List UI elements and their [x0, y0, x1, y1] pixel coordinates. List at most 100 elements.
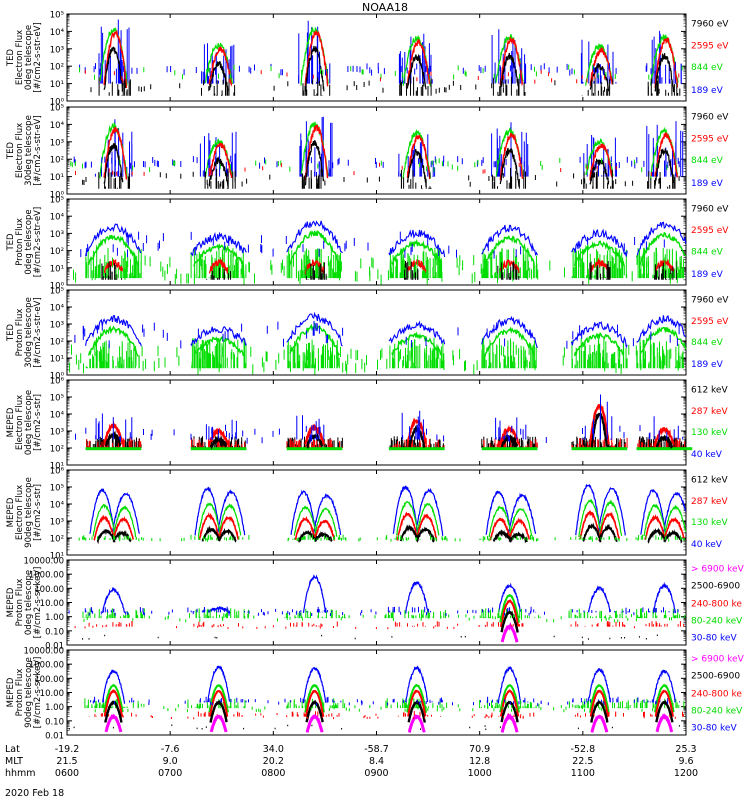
ytick-label: 10³: [50, 321, 64, 331]
series-287kev: [637, 438, 686, 448]
legend-entry: 40 keV: [691, 450, 723, 460]
series-130kev: [598, 499, 623, 537]
xaxis-tick-hhmm: 1100: [571, 768, 595, 779]
series-2595ev: [499, 36, 524, 87]
ytick-label: 10³: [50, 138, 64, 148]
legend-entry: > 6900 keV: [691, 655, 745, 665]
noise-marks: [84, 69, 680, 84]
series-130kev: [293, 505, 318, 537]
xaxis-tick-mlt: 9.6: [678, 756, 693, 767]
series-287kev-trace: [654, 426, 675, 446]
xaxis-tick-lat: -52.8: [571, 744, 596, 755]
xaxis-tick-mlt: 12.8: [469, 756, 490, 767]
legend-entry: 844 eV: [691, 248, 724, 258]
series-80-240kev-trace: [406, 683, 427, 713]
series-2595ev: [103, 126, 128, 180]
ytick-label: 10⁵: [50, 196, 64, 206]
ytick-label: 10²: [50, 156, 64, 166]
y-axis-label-line: TED: [6, 48, 16, 67]
ytick-label: 10⁶: [50, 377, 65, 387]
series-30-80kev: [206, 665, 231, 703]
legend-entry: 130 keV: [691, 518, 728, 528]
series-130kev: [643, 503, 667, 538]
series-30-80kev-noise: [387, 606, 432, 613]
series-287kev: [113, 515, 134, 540]
xaxis-tick-hhmm: 0900: [364, 768, 388, 779]
series-2500-6900kev: [500, 611, 519, 633]
series-7960ev: [103, 46, 123, 92]
ytick-label: 100.00: [34, 675, 64, 685]
series-40kev: [296, 415, 325, 440]
ytick-label: 10⁴: [50, 121, 65, 131]
y-axis-label-line: Electron Flux: [15, 485, 25, 540]
series-2500-6900kev: [590, 700, 609, 723]
series-287kev: [218, 515, 239, 540]
series-130kev: [578, 498, 602, 538]
y-axis-label-line: TED: [6, 233, 16, 252]
series-612kev: [112, 530, 132, 543]
xaxis-row-label: Lat: [5, 744, 20, 755]
series-130kev: [663, 504, 687, 537]
series-40kev: [312, 493, 342, 535]
panel-data: [69, 311, 687, 375]
ytick-label: 10⁶: [50, 467, 65, 477]
panel-7: 0.010.101.0010.00100.001000.0010000.00ME…: [6, 557, 745, 652]
noise-marks: [68, 724, 680, 730]
series-130kev: [509, 507, 533, 538]
series-30-80kev: [405, 581, 429, 614]
ytick-label: 10⁰: [50, 191, 65, 201]
legend-entry: 189 eV: [691, 86, 724, 96]
y-axis-label-line: [#/cm2-s-sr-keV]: [33, 567, 43, 639]
panel-5: 10¹ 10² 10³ 10⁴ 10⁵ 10⁶ MEPEDElectron Flux0deg…: [6, 377, 728, 472]
series-80-240kev-trace: [103, 683, 124, 713]
noise-marks: [74, 623, 653, 630]
series-612kev: [96, 528, 116, 545]
series-2595ev: [208, 258, 229, 274]
series-287kev: [294, 515, 316, 540]
panel-data: [75, 394, 693, 451]
noise-marks: [83, 614, 678, 623]
y-axis-label-line: [#/cm2-s-str-eV]: [33, 297, 43, 367]
ytick-label: 10⁵: [50, 287, 64, 297]
series-612kev: [492, 529, 512, 543]
panel-6: 10¹ 10² 10³ 10⁴ 10⁵ 10⁶ MEPEDElectron Flux90de…: [6, 467, 728, 562]
series-130kev: [571, 447, 628, 451]
series-30-80kev: [405, 665, 429, 703]
y-axis-label-line: [#/cm2-s-str-eV]: [33, 115, 43, 185]
series-40kev: [205, 419, 237, 440]
series-80-240kev-trace: [499, 684, 520, 713]
series-287kev: [489, 517, 511, 541]
xaxis-tick-mlt: 8.4: [369, 756, 384, 767]
series-189ev: [635, 221, 687, 258]
legend-entry: 80-240 keV: [691, 707, 743, 717]
y-axis-label-line: Proton Flux: [15, 669, 25, 717]
series-844ev-trace: [639, 326, 687, 355]
legend-entry: 130 keV: [691, 428, 728, 438]
xaxis-tick-mlt: 20.2: [263, 756, 284, 767]
series-40kev: [95, 413, 133, 440]
series-2500-6900kev: [209, 700, 228, 723]
series-287kev: [509, 517, 531, 540]
ytick-label: 10¹: [50, 462, 64, 472]
series-7960ev-noise: [647, 171, 676, 189]
ytick-label: 10000.00: [23, 647, 64, 657]
series-240-800kev: [394, 621, 440, 627]
series-7960ev-noise: [399, 76, 432, 96]
panel-frame: [66, 289, 687, 376]
ytick-label: 10⁰: [50, 282, 65, 292]
series-287kev: [483, 438, 538, 448]
xaxis-row-label: MLT: [5, 756, 23, 767]
series-40kev: [216, 489, 246, 536]
y-axis-label-line: [#/cm2-s-sr-keV]: [33, 657, 43, 729]
noise-marks: [82, 634, 658, 640]
ytick-label: 10²: [50, 247, 64, 257]
series-30-80kev: [302, 666, 327, 704]
series-40kev: [194, 486, 221, 536]
legend-entry: 7960 eV: [691, 20, 729, 30]
series-40kev: [495, 417, 527, 440]
legend-entry: 287 keV: [691, 497, 728, 507]
legend-entry: 844 eV: [691, 338, 724, 348]
series-7960ev-noise: [201, 76, 236, 96]
series-7960ev: [589, 158, 610, 185]
ytick-label: 0.10: [45, 627, 64, 637]
